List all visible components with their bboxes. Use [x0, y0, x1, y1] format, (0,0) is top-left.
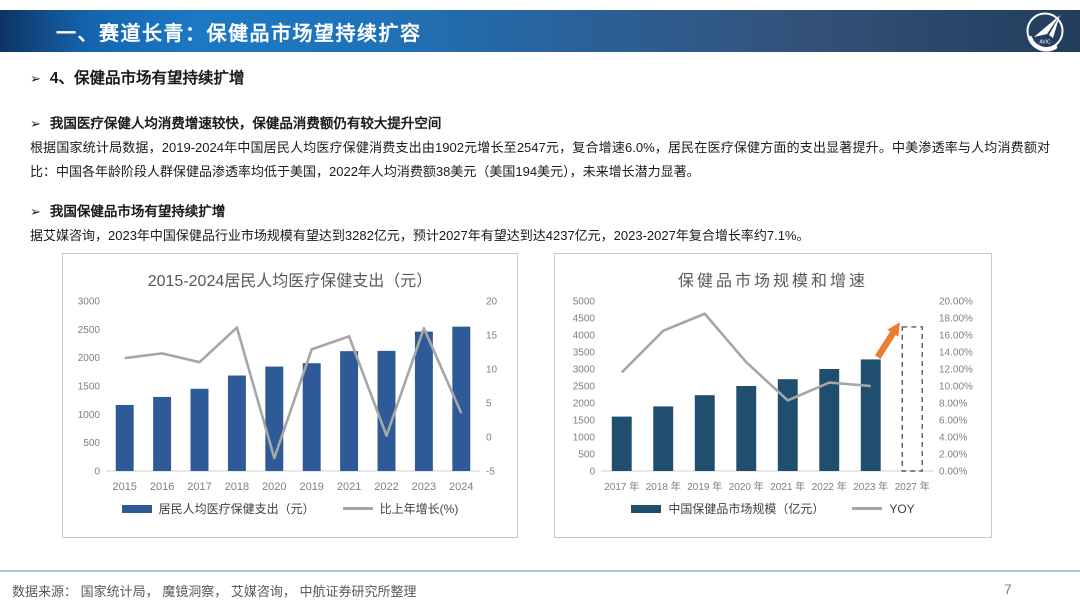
legend-label: 中国保健品市场规模（亿元） [668, 502, 825, 516]
svg-text:500: 500 [578, 450, 595, 461]
svg-text:4000: 4000 [573, 331, 596, 342]
svg-text:2017 年: 2017 年 [604, 480, 639, 493]
svg-text:12.00%: 12.00% [939, 365, 973, 376]
svg-text:2017: 2017 [187, 481, 211, 493]
svg-text:5: 5 [486, 399, 492, 410]
svg-text:5000: 5000 [573, 297, 596, 308]
svg-text:4500: 4500 [573, 314, 596, 325]
content-area: ➢ 4、保健品市场有望持续扩增 ➢ 我国医疗保健人均消费增速较快，保健品消费额仍… [30, 66, 1050, 248]
svg-text:2027 年: 2027 年 [895, 480, 930, 493]
svg-text:2015: 2015 [112, 481, 136, 493]
svg-text:0: 0 [486, 433, 492, 444]
svg-text:4.00%: 4.00% [939, 433, 967, 444]
paragraph-1: 根据国家统计局数据，2019-2024年中国居民人均医疗保健消费支出由1902元… [30, 140, 1051, 180]
svg-text:15: 15 [486, 331, 498, 342]
svg-text:2000: 2000 [78, 353, 101, 364]
svg-text:10: 10 [486, 365, 498, 376]
svg-text:1500: 1500 [573, 416, 596, 427]
svg-text:500: 500 [83, 438, 100, 449]
subheading-2: ➢ 我国保健品市场有望持续扩增 [30, 200, 1050, 220]
paragraph-2: 据艾媒咨询，2023年中国保健品行业市场规模有望达到3282亿元，预计2027年… [30, 228, 810, 244]
legend-item-line: YOY [852, 501, 915, 516]
svg-text:2.00%: 2.00% [939, 450, 967, 461]
chart-title: 保健品市场规模和增速 [677, 273, 868, 290]
svg-text:20.00%: 20.00% [939, 297, 973, 308]
svg-text:2020: 2020 [262, 481, 286, 493]
svg-text:20: 20 [486, 297, 498, 308]
bar-swatch-icon [121, 504, 152, 513]
chart-title: 2015-2024居民人均医疗保健支出（元） [147, 273, 433, 290]
line-swatch-icon [342, 507, 373, 510]
legend-item-bar: 居民人均医疗保健支出（元） [121, 500, 315, 517]
svg-text:2019 年: 2019 年 [687, 480, 722, 493]
svg-text:2018 年: 2018 年 [646, 480, 681, 493]
combo-chart-healthcare-expenditure: 0 500 1000 1500 2000 2500 3000 -5 0 5 10 15 20 2015 20… [78, 297, 498, 494]
svg-text:3500: 3500 [573, 348, 596, 359]
footer-divider [0, 570, 1080, 572]
svg-text:2500: 2500 [573, 382, 596, 393]
svg-text:0.00%: 0.00% [939, 467, 967, 478]
header-bar: 一、赛道长青：保健品市场望持续扩容 AVIC [0, 10, 1080, 52]
svg-text:2019: 2019 [299, 481, 323, 493]
combo-chart-supplement-market: 0 500 1000 1500 2000 2500 3000 3500 4000 4500 5000… [573, 297, 973, 494]
svg-text:3000: 3000 [573, 365, 596, 376]
svg-text:2023: 2023 [412, 481, 436, 493]
legend-label: YOY [889, 501, 915, 516]
svg-text:16.00%: 16.00% [939, 331, 973, 342]
bullet-arrow-icon: ➢ [30, 116, 41, 131]
data-source-note: 数据来源： 国家统计局， 魔镜洞察， 艾媒咨询， 中航证券研究所整理 [12, 584, 417, 599]
subheading-2-text: 我国保健品市场有望持续扩增 [49, 204, 226, 220]
logo-text: AVIC [1039, 40, 1051, 46]
svg-text:2500: 2500 [78, 325, 101, 336]
chart-panel-supplement-market: 保健品市场规模和增速 0 500 1000 1500 2000 2500 3000 3500 4… [554, 253, 992, 538]
svg-text:6.00%: 6.00% [939, 416, 967, 427]
svg-text:2021: 2021 [337, 481, 361, 493]
subheading-1: ➢ 我国医疗保健人均消费增速较快，保健品消费额仍有较大提升空间 [30, 112, 1050, 132]
legend-item-line: 比上年增长(%) [342, 500, 459, 517]
svg-text:14.00%: 14.00% [939, 348, 973, 359]
section-heading: ➢ 4、保健品市场有望持续扩增 [30, 66, 1050, 88]
section-heading-text: 4、保健品市场有望持续扩增 [49, 70, 245, 87]
svg-text:2023 年: 2023 年 [853, 480, 888, 493]
svg-text:0: 0 [589, 467, 595, 478]
svg-text:1000: 1000 [573, 433, 596, 444]
svg-text:1500: 1500 [78, 382, 101, 393]
chart-legend: 中国保健品市场规模（亿元） YOY [555, 500, 991, 517]
chart-panel-healthcare-expenditure: 2015-2024居民人均医疗保健支出（元） 0 500 1000 1500 2000 2… [62, 253, 518, 538]
legend-label: 比上年增长(%) [379, 502, 459, 516]
svg-text:2021 年: 2021 年 [770, 480, 805, 493]
svg-text:8.00%: 8.00% [939, 399, 967, 410]
svg-text:0: 0 [94, 467, 100, 478]
line-swatch-icon [852, 507, 883, 510]
svg-text:3000: 3000 [78, 297, 101, 308]
svg-text:2016: 2016 [150, 481, 174, 493]
svg-text:2000: 2000 [573, 399, 596, 410]
svg-text:2018: 2018 [225, 481, 249, 493]
svg-text:10.00%: 10.00% [939, 382, 973, 393]
page-title: 一、赛道长青：保健品市场望持续扩容 [56, 22, 422, 45]
svg-text:-5: -5 [486, 467, 495, 478]
avic-logo-icon: AVIC [1022, 9, 1068, 55]
legend-label: 居民人均医疗保健支出（元） [158, 502, 315, 516]
bar-swatch-icon [631, 504, 662, 513]
legend-item-bar: 中国保健品市场规模（亿元） [631, 500, 824, 517]
svg-text:2022: 2022 [374, 481, 398, 493]
svg-text:2020 年: 2020 年 [729, 480, 764, 493]
svg-text:1000: 1000 [78, 410, 101, 421]
svg-text:18.00%: 18.00% [939, 314, 973, 325]
page-number: 7 [1004, 581, 1012, 597]
svg-text:2022 年: 2022 年 [812, 480, 847, 493]
subheading-1-text: 我国医疗保健人均消费增速较快，保健品消费额仍有较大提升空间 [49, 116, 442, 131]
bullet-arrow-icon: ➢ [30, 204, 41, 220]
svg-text:2024: 2024 [449, 481, 473, 493]
chart-legend: 居民人均医疗保健支出（元） 比上年增长(%) [63, 500, 517, 517]
bullet-arrow-icon: ➢ [30, 71, 41, 86]
